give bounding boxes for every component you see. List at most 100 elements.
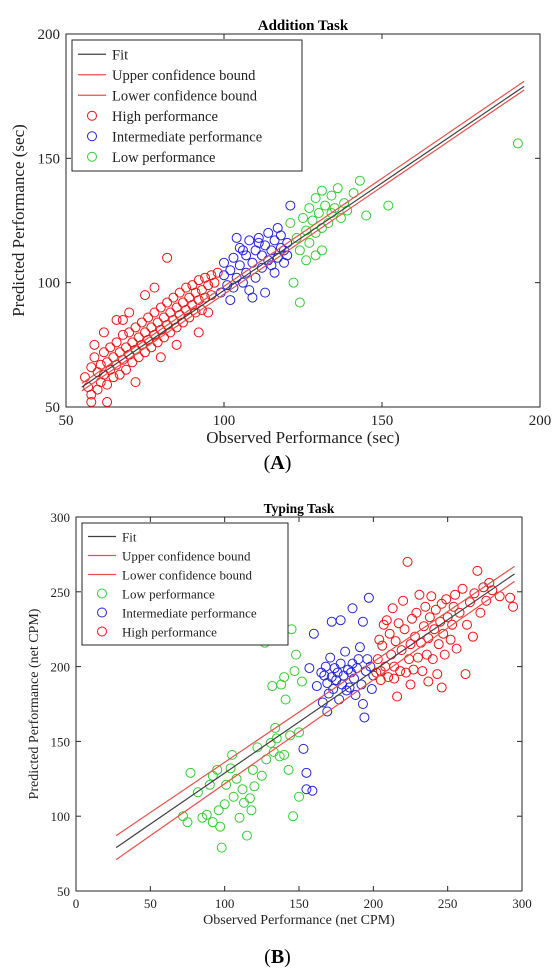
high-point [445, 634, 456, 645]
high-point [475, 607, 486, 618]
high-point [155, 352, 166, 363]
high-point [381, 615, 392, 626]
legend-entry-label: Lower confidence bound [122, 568, 252, 583]
low-point [219, 799, 230, 810]
high-point [393, 618, 404, 629]
high-point [377, 640, 388, 651]
legend-marker-swatch [97, 588, 107, 599]
intermediate-point [260, 240, 271, 251]
legend-box [81, 522, 289, 646]
upper-bound-line [81, 80, 525, 384]
high-point [395, 666, 406, 677]
y-tick-label: 50 [45, 400, 60, 416]
y-axis-label: Predicted Performance (sec) [9, 124, 28, 317]
high-point [472, 565, 483, 576]
high-point [389, 673, 400, 684]
high-point [149, 282, 160, 293]
high-point [95, 359, 106, 370]
high-point [209, 277, 220, 288]
high-point [505, 592, 516, 603]
low-point [221, 779, 232, 790]
intermediate-point [311, 681, 322, 692]
high-point [203, 280, 214, 291]
legend-entry-label: Intermediate performance [122, 606, 257, 621]
high-point [149, 307, 160, 318]
intermediate-point [301, 767, 312, 778]
low-point [225, 763, 236, 774]
panel-letter-a: A [270, 452, 285, 474]
low-point [304, 203, 315, 214]
intermediate-point [326, 616, 337, 627]
intermediate-point [234, 260, 245, 271]
high-point [111, 337, 122, 348]
low-point [296, 676, 307, 687]
x-tick-label: 200 [529, 413, 552, 429]
low-point [320, 200, 331, 211]
high-point [114, 369, 125, 380]
legend-entry-label: Upper confidence bound [122, 549, 251, 564]
y-tick-label: 100 [38, 276, 61, 292]
low-point [207, 817, 218, 828]
high-point [427, 654, 438, 665]
high-point [469, 588, 480, 599]
low-point [383, 200, 394, 211]
intermediate-point [241, 250, 252, 261]
low-point [313, 208, 324, 219]
high-point [171, 339, 182, 350]
high-point [124, 327, 135, 338]
intermediate-point [285, 200, 296, 211]
high-point [454, 607, 465, 618]
high-point [430, 604, 441, 615]
legend-box [71, 39, 303, 172]
y-tick-label: 300 [51, 510, 71, 525]
intermediate-point [357, 699, 368, 709]
x-tick-label: 150 [289, 896, 309, 911]
high-point [124, 307, 135, 318]
high-point [387, 603, 398, 614]
high-point [89, 339, 100, 350]
x-axis-label: Observed Performance (sec) [206, 428, 400, 447]
legend-entry-label: High performance [112, 109, 218, 125]
high-point [98, 327, 109, 338]
intermediate-point [322, 706, 333, 717]
intermediate-point [237, 245, 248, 256]
intermediate-point [328, 684, 339, 695]
panel-label-b: (B) [264, 946, 291, 968]
high-point [402, 556, 413, 567]
high-point [460, 669, 471, 680]
x-tick-label: 100 [213, 413, 236, 429]
low-point [294, 245, 305, 256]
high-point [508, 601, 519, 612]
high-point [423, 676, 434, 687]
high-point [396, 645, 407, 656]
low-point [310, 250, 321, 261]
high-point [401, 667, 412, 678]
y-tick-label: 200 [51, 660, 71, 675]
low-point [234, 812, 245, 823]
low-point [294, 727, 304, 738]
y-tick-label: 50 [57, 884, 70, 899]
addition-task-chart: 50 100 150 200 50 100 150 200 Addition Task Obser… [9, 18, 552, 447]
intermediate-point [253, 237, 264, 248]
intermediate-point [354, 642, 365, 653]
high-point [398, 595, 409, 606]
low-point [182, 817, 193, 828]
x-axis-label: Observed Performance (net CPM) [203, 913, 395, 928]
high-point [181, 282, 192, 293]
high-point [130, 322, 141, 333]
low-point [310, 193, 321, 204]
intermediate-point [225, 265, 236, 276]
high-point [417, 666, 428, 677]
high-point [414, 589, 425, 600]
legend-marker-swatch [87, 110, 97, 121]
low-point [192, 787, 203, 798]
high-point [375, 675, 386, 686]
intermediate-point [219, 257, 229, 268]
low-point [280, 694, 291, 705]
low-point [201, 809, 212, 820]
high-point [212, 267, 223, 278]
lower-bound-line [81, 89, 525, 392]
high-point [130, 377, 141, 388]
high-point [439, 649, 450, 660]
low-point [316, 185, 327, 196]
